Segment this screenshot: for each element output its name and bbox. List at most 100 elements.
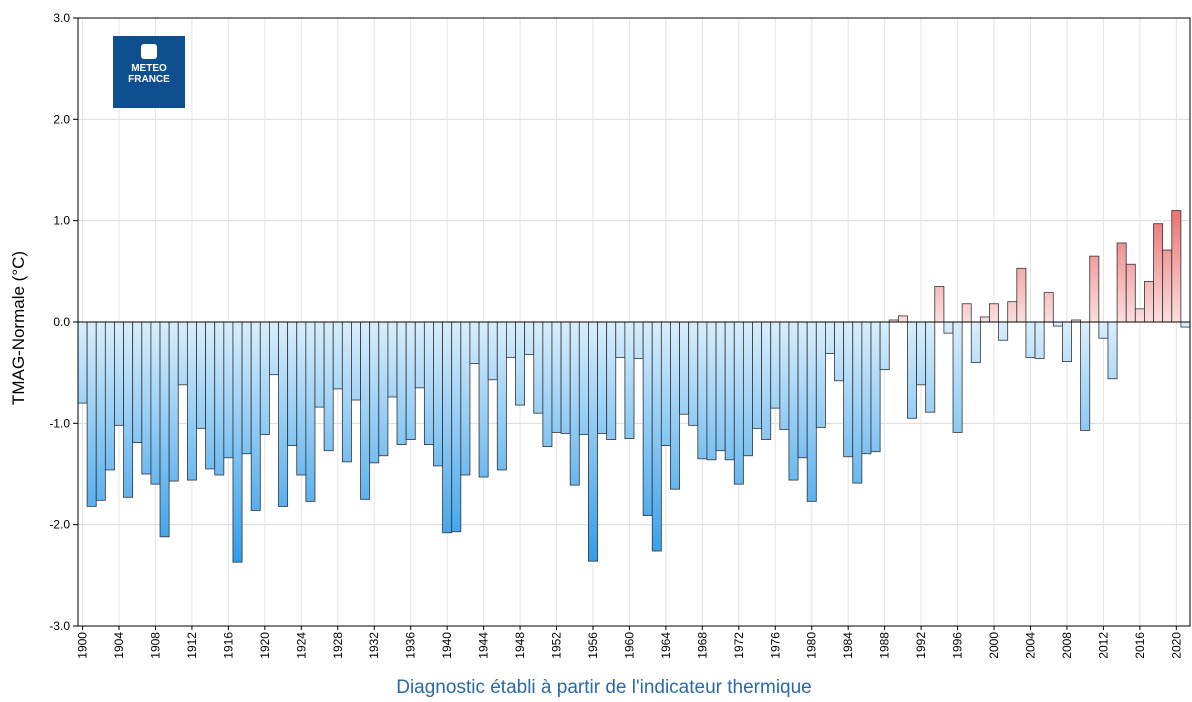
x-tick-label: 1900	[76, 632, 90, 659]
bar	[979, 316, 990, 323]
bar	[150, 321, 161, 485]
bar	[1134, 308, 1145, 323]
x-tick-label: 1984	[841, 632, 855, 659]
bar	[405, 321, 416, 440]
bar	[925, 321, 936, 413]
bar	[1171, 210, 1182, 323]
bar	[1025, 321, 1036, 358]
bar	[606, 321, 617, 440]
bar	[332, 321, 343, 390]
x-tick-label: 1980	[805, 632, 819, 659]
plot-frame	[77, 17, 1191, 627]
bar	[1116, 242, 1127, 323]
bar	[806, 321, 817, 502]
bar	[214, 321, 225, 476]
bar	[1144, 281, 1154, 323]
bar	[168, 321, 179, 482]
bar	[624, 321, 635, 439]
logo-text: FRANCE	[128, 74, 170, 85]
bar	[761, 321, 772, 440]
bar	[515, 321, 526, 406]
bar	[104, 321, 115, 471]
bar	[314, 321, 325, 408]
x-tick-label: 2016	[1133, 632, 1147, 659]
bar	[223, 321, 234, 459]
bar	[423, 321, 434, 446]
y-tick-label: 2.0	[53, 112, 70, 126]
bar	[205, 321, 216, 470]
x-tick-label: 1916	[221, 632, 235, 659]
bar	[496, 321, 507, 471]
bar	[141, 321, 152, 475]
bar	[323, 321, 334, 452]
bar	[1061, 321, 1072, 362]
bar	[1052, 321, 1063, 327]
bar	[724, 321, 735, 461]
bar	[998, 321, 1009, 341]
bar	[123, 321, 134, 498]
bar	[1043, 292, 1054, 323]
bar	[442, 321, 453, 534]
bar	[815, 321, 826, 428]
bar	[451, 321, 462, 533]
bar	[660, 321, 671, 447]
y-axis-label: TMAG-Normale (°C)	[9, 251, 28, 405]
bar	[360, 321, 371, 500]
bar	[670, 321, 680, 490]
caption: Diagnostic établi à partir de l'indicate…	[396, 677, 812, 698]
bar	[351, 321, 361, 401]
bar	[177, 321, 188, 386]
x-tick-label: 1908	[148, 632, 162, 659]
x-tick-label: 2000	[987, 632, 1001, 659]
bar	[907, 321, 917, 419]
bar	[1153, 223, 1164, 323]
bar	[196, 321, 207, 429]
bar	[1034, 321, 1045, 359]
bar	[1098, 321, 1109, 339]
bar	[970, 321, 981, 363]
bar	[551, 321, 562, 433]
bar	[250, 321, 261, 511]
x-tick-label: 2008	[1060, 632, 1074, 659]
bar	[943, 321, 954, 334]
bar	[825, 321, 835, 354]
x-tick-label: 1904	[112, 632, 126, 659]
bar	[897, 315, 908, 323]
bar	[633, 321, 644, 359]
logo-text: METEO	[131, 63, 167, 74]
bar	[1016, 267, 1027, 323]
y-tick-label: -1.0	[49, 416, 70, 430]
bar	[259, 321, 270, 435]
bar	[278, 321, 289, 507]
x-tick-label: 1944	[477, 632, 491, 659]
bar	[433, 321, 443, 467]
bar	[797, 321, 808, 459]
bar	[651, 321, 662, 552]
bar	[77, 321, 88, 404]
bar	[834, 321, 845, 382]
x-tick-label: 1992	[914, 632, 928, 659]
bar	[688, 321, 699, 426]
bar	[852, 321, 863, 484]
bar	[843, 321, 854, 458]
x-tick-label: 1932	[367, 632, 381, 659]
bar	[706, 321, 717, 461]
bar	[779, 321, 790, 430]
bar	[269, 321, 279, 376]
bar	[378, 321, 389, 457]
bar	[241, 321, 252, 455]
bar	[296, 321, 307, 476]
bar	[287, 321, 298, 447]
x-tick-label: 1968	[695, 632, 709, 659]
bar	[952, 321, 963, 433]
bar	[934, 286, 945, 323]
bar	[533, 321, 544, 414]
bar	[1162, 249, 1173, 323]
bar	[542, 321, 553, 448]
bar	[369, 321, 380, 464]
bar	[916, 321, 927, 386]
bar	[487, 321, 498, 381]
bar	[414, 321, 425, 389]
